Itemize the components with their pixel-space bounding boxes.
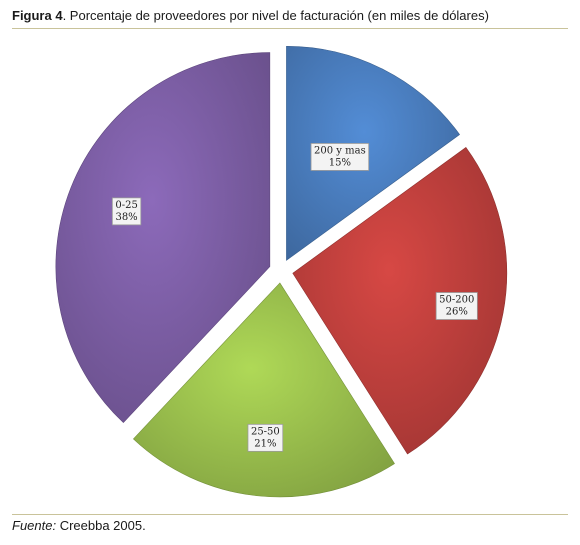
- slice-percent-label: 26%: [446, 307, 468, 318]
- figure-title: . Porcentaje de proveedores por nivel de…: [62, 8, 489, 23]
- figure-source: Fuente: Creebba 2005.: [12, 518, 146, 533]
- top-rule: [12, 28, 568, 29]
- slice-label-box: [310, 143, 370, 171]
- source-label: Fuente:: [12, 518, 57, 533]
- slice-percent-label: 38%: [115, 212, 137, 223]
- pie-slice-25-50: [132, 282, 395, 498]
- figure-caption: Figura 4. Porcentaje de proveedores por …: [12, 8, 489, 23]
- pie-slice-200-y-mas: [286, 46, 460, 261]
- source-text: Creebba 2005.: [56, 518, 146, 533]
- slice-label-box: [111, 197, 142, 226]
- pie-slice-0-25: [55, 52, 271, 424]
- slice-category-label: 25-50: [251, 426, 280, 437]
- slice-category-label: 0-25: [115, 200, 137, 211]
- pie-slice-50-200: [292, 147, 508, 455]
- slice-percent-label: 21%: [254, 438, 276, 449]
- slice-label-box: [435, 292, 478, 320]
- figure-label: Figura 4: [12, 8, 63, 23]
- slice-category-label: 50-200: [439, 295, 474, 306]
- slice-percent-label: 15%: [329, 157, 351, 168]
- slice-label-box: [247, 423, 284, 452]
- bottom-rule: [12, 514, 568, 515]
- slice-category-label: 200 y mas: [314, 145, 366, 156]
